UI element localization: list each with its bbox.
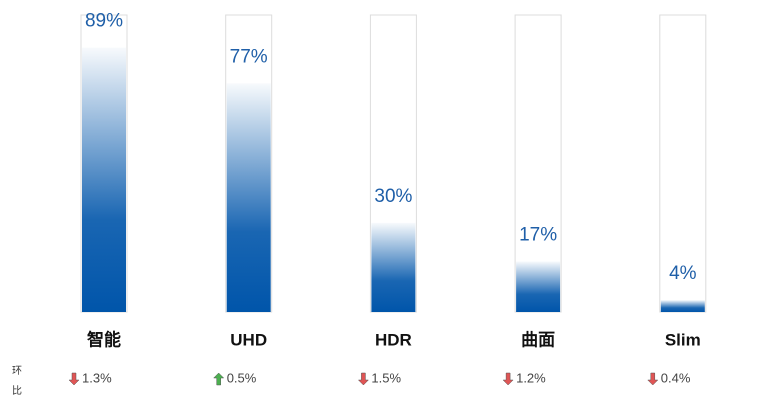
change-title: 环比 — [12, 366, 22, 397]
change-arrow — [68, 372, 80, 386]
bar — [516, 261, 561, 312]
bar — [82, 47, 126, 313]
change-arrow — [213, 372, 225, 386]
category-label: 智能 — [87, 329, 121, 349]
change-arrow — [357, 372, 370, 386]
category-label: Slim — [665, 330, 701, 349]
value-label: 30% — [374, 186, 412, 207]
change-label: 1.2% — [516, 370, 546, 385]
value-label: 4% — [669, 263, 697, 284]
change-label: 0.5% — [227, 370, 257, 385]
bar — [226, 83, 271, 312]
change-label: 0.4% — [661, 370, 691, 385]
category-label: UHD — [230, 330, 267, 349]
bar — [660, 300, 705, 312]
change-label: 1.5% — [371, 370, 401, 385]
change-label: 1.3% — [82, 370, 112, 385]
value-label: 17% — [519, 225, 557, 246]
change-arrow — [647, 372, 659, 386]
value-label: 77% — [230, 46, 268, 67]
bar — [371, 222, 416, 312]
change-arrow — [502, 372, 514, 386]
category-label: 曲面 — [521, 330, 555, 349]
value-label: 89% — [85, 11, 123, 32]
category-label: HDR — [375, 330, 412, 349]
